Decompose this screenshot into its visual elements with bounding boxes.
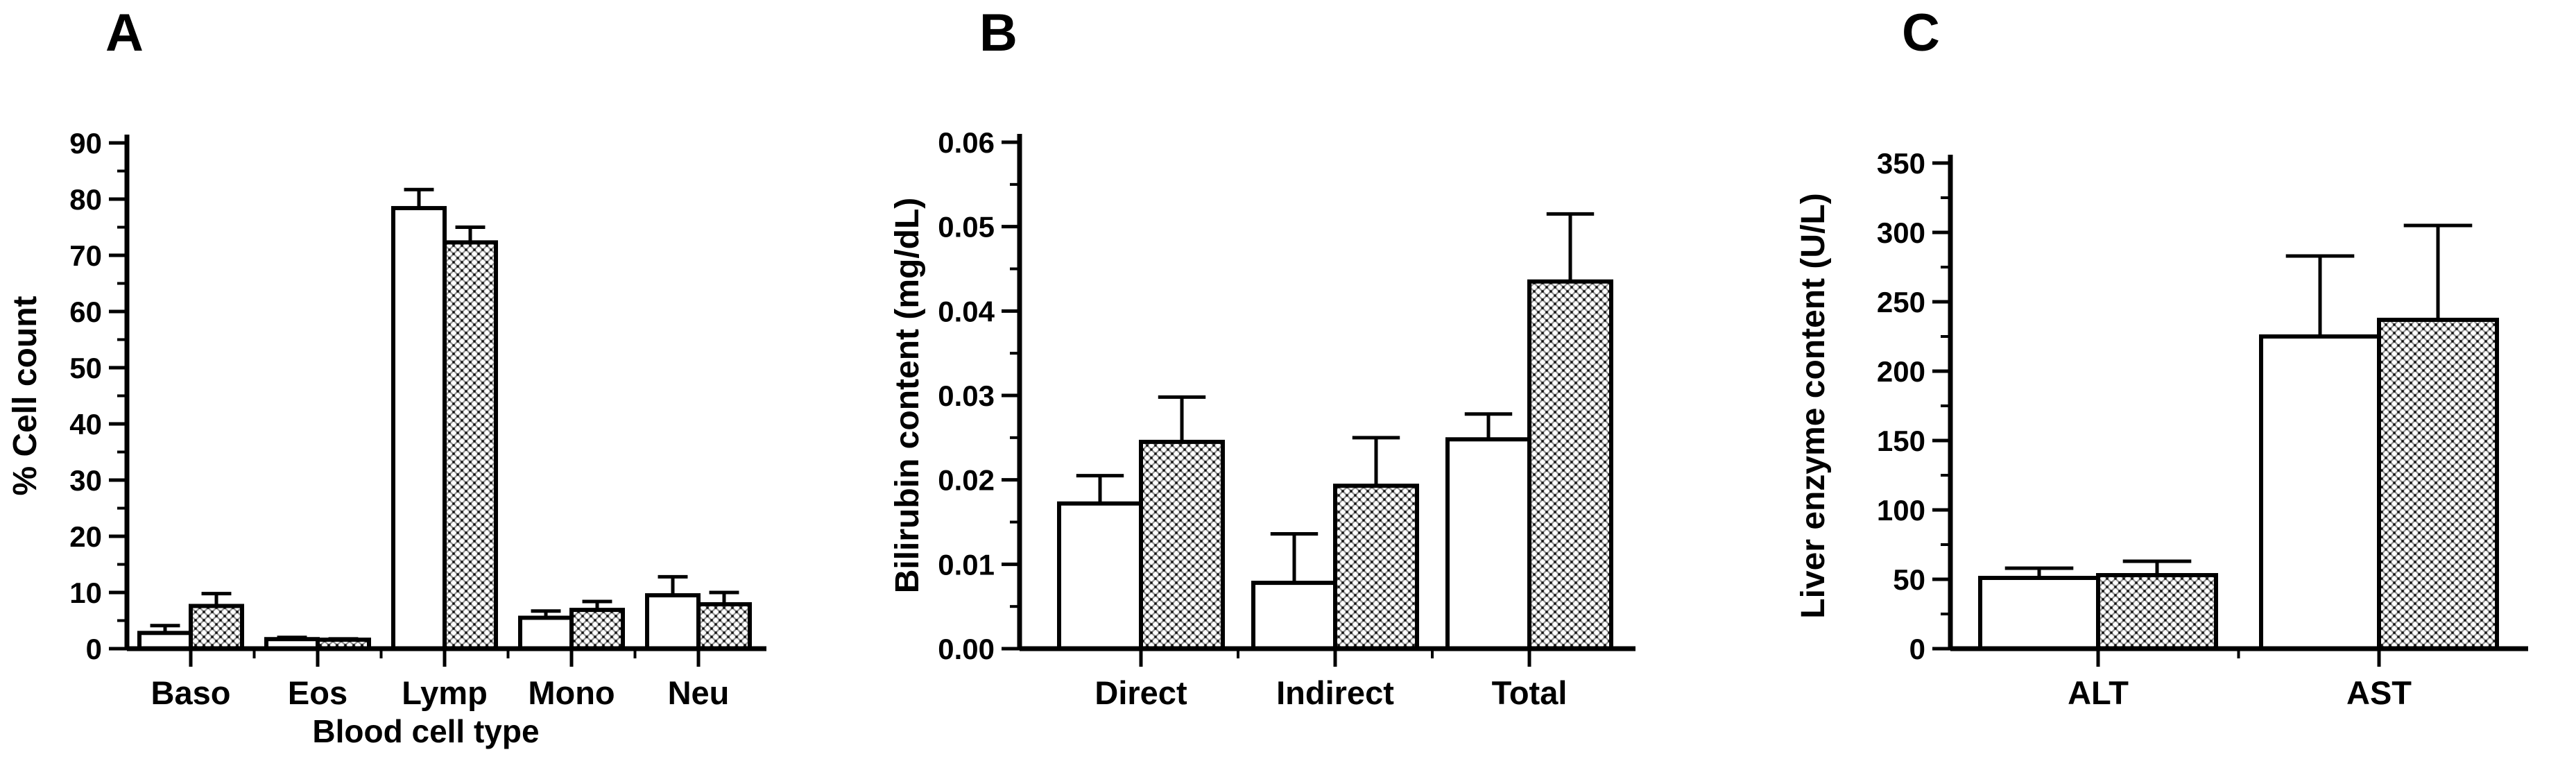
- panel-label-b: B: [979, 3, 1018, 62]
- panel-label-a: A: [105, 3, 144, 62]
- y-tick-label: 60: [69, 296, 102, 328]
- error-bar: [277, 635, 307, 640]
- error-bar: [328, 637, 359, 641]
- error-bar: [2004, 566, 2074, 578]
- y-tick-label: 30: [69, 464, 102, 497]
- error-bar: [1464, 412, 1513, 440]
- error-bar: [201, 592, 232, 606]
- y-tick-label: 90: [69, 127, 102, 160]
- panel-a-bar-chart: 0 10 20 30 40 50 60 70 80 90 Baso Eos Lymp Mono Neu % C…: [7, 127, 766, 749]
- y-tick-label: 250: [1877, 286, 1925, 318]
- hatched-bar: [443, 240, 498, 651]
- error-bar: [1546, 212, 1595, 282]
- x-category-label: ALT: [2068, 674, 2129, 711]
- y-tick-label: 80: [69, 183, 102, 216]
- error-bar: [531, 609, 561, 618]
- open-bar: [1251, 581, 1337, 651]
- y-tick-label: 0: [1909, 633, 1925, 665]
- error-bar: [150, 624, 180, 633]
- error-bar: [1270, 532, 1319, 583]
- hatched-bar: [189, 604, 244, 651]
- y-tick-label: 100: [1877, 494, 1925, 527]
- y-tick-label: 0.03: [938, 379, 995, 412]
- error-bar: [455, 225, 486, 243]
- y-tick-label: 70: [69, 239, 102, 272]
- y-tick-label: 300: [1877, 216, 1925, 249]
- error-bar: [1158, 395, 1206, 442]
- y-tick-label: 350: [1877, 147, 1925, 180]
- error-bar: [709, 590, 739, 605]
- hatched-bar: [1527, 279, 1613, 651]
- panel-label-c: C: [1902, 3, 1941, 62]
- open-bar: [1978, 576, 2100, 651]
- y-tick-label: 50: [69, 352, 102, 384]
- x-category-label: Direct: [1094, 674, 1187, 711]
- x-category-label: Eos: [288, 674, 347, 711]
- error-bar: [658, 574, 688, 596]
- open-bar: [518, 615, 574, 651]
- error-bar: [404, 187, 434, 208]
- y-tick-label: 150: [1877, 425, 1925, 457]
- x-category-label: Total: [1492, 674, 1568, 711]
- y-axis-title: Liver enzyme content (U/L): [1795, 193, 1832, 618]
- hatched-bar: [1139, 439, 1225, 651]
- y-tick-label: 200: [1877, 355, 1925, 388]
- y-tick-label: 50: [1893, 563, 1925, 596]
- y-tick-label: 0.04: [938, 295, 995, 327]
- panel-c-bar-chart: 0 50 100 150 200 250 300 350 ALT AST Liver enzyme …: [1795, 147, 2528, 711]
- error-bar: [2403, 223, 2473, 320]
- x-category-label: Indirect: [1276, 674, 1394, 711]
- y-tick-label: 0.02: [938, 464, 995, 497]
- open-bar: [645, 593, 701, 651]
- hatched-bar: [1333, 484, 1419, 651]
- y-axis-title: % Cell count: [7, 296, 44, 495]
- y-tick-label: 0.00: [938, 633, 995, 665]
- error-bar: [1076, 474, 1124, 504]
- panel-b-bar-chart: 0.00 0.01 0.02 0.03 0.04 0.05 0.06 Direct Indire…: [889, 126, 1635, 711]
- hatched-bar: [569, 608, 625, 651]
- x-axis-title: Blood cell type: [312, 713, 539, 749]
- open-bar: [2259, 334, 2381, 651]
- y-tick-label: 20: [69, 520, 102, 553]
- hatched-bar: [2096, 573, 2218, 651]
- open-bar: [1057, 501, 1143, 651]
- hatched-bar: [2377, 318, 2499, 651]
- hatched-bar: [696, 602, 752, 651]
- error-bar: [2122, 559, 2192, 575]
- x-category-label: Baso: [151, 674, 231, 711]
- y-axis-title: Bilirubin content (mg/dL): [889, 198, 926, 594]
- y-tick-label: 40: [69, 408, 102, 441]
- x-category-label: Lymp: [402, 674, 488, 711]
- open-bar: [391, 205, 447, 651]
- y-tick-label: 0.05: [938, 211, 995, 244]
- y-tick-label: 0: [86, 633, 102, 665]
- x-category-label: Mono: [528, 674, 615, 711]
- x-category-label: AST: [2346, 674, 2412, 711]
- y-tick-label: 10: [69, 577, 102, 609]
- x-category-label: Neu: [668, 674, 730, 711]
- y-tick-label: 0.01: [938, 548, 995, 581]
- error-bar: [582, 599, 612, 611]
- error-bar: [1352, 436, 1400, 486]
- y-tick-label: 0.06: [938, 126, 995, 159]
- error-bar: [2285, 254, 2355, 336]
- open-bar: [1445, 437, 1531, 651]
